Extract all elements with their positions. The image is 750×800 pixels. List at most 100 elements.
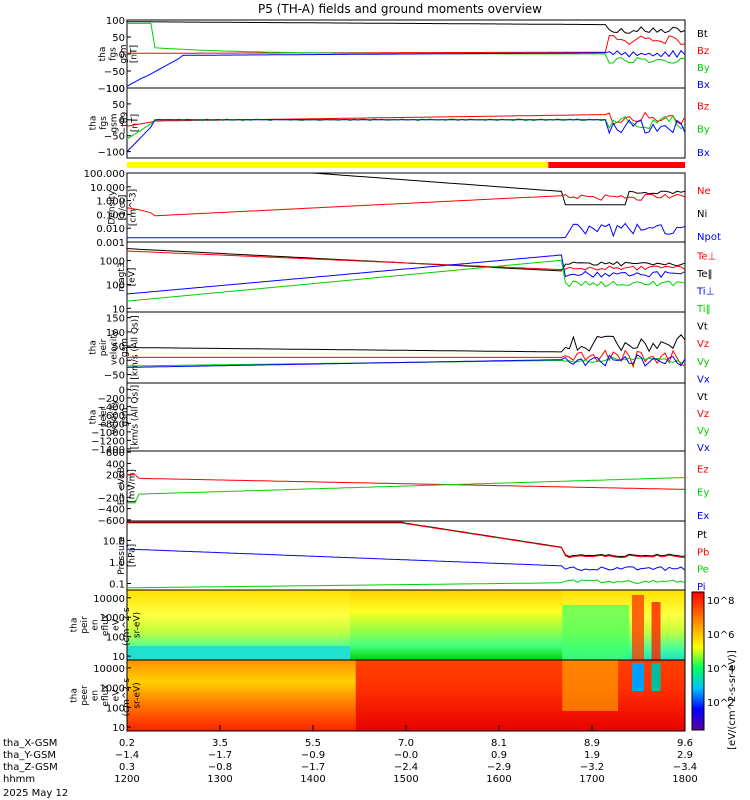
ytick-label: −600: [98, 516, 125, 527]
colorbar-tick: 10^4: [707, 664, 734, 675]
legend-Bx: Bx: [697, 148, 710, 159]
ytick-label: −200: [98, 394, 125, 405]
ylabel-line: eflux: [101, 684, 111, 707]
panel-temperature: 1000 100 10 magt3 [eV] Te⊥ Te‖ Ti⊥ Ti‖: [100, 241, 716, 315]
ytick-label: −400: [98, 402, 125, 413]
series-Ez: [127, 474, 686, 490]
ytick-label: 600: [106, 448, 125, 459]
colorbar-tick: 10^2: [707, 698, 734, 709]
legend-Ti‖: Ti‖: [696, 304, 711, 315]
ylabel-line: [nPa]: [128, 544, 138, 567]
legend-Npot: Npot: [697, 232, 721, 243]
xaxis-row-label: tha_Z-GSM: [3, 762, 58, 773]
heatmap-event-2: [651, 602, 661, 660]
legend-Bt: Bt: [697, 29, 708, 40]
xaxis-value: −1.7: [301, 762, 325, 773]
ylabel-line: Density: [108, 190, 118, 225]
xaxis-value: 3.5: [212, 738, 228, 749]
ylabel-line: eV: [112, 618, 122, 631]
legend-Ti⊥: Ti⊥: [696, 286, 714, 297]
series-Tipar: [126, 259, 686, 302]
xaxis-value: 2.9: [677, 750, 693, 761]
panel-fgs-gsm-t89: 100 50 0 −50 −100 tha fgs gsm −t89 [nT] Bz By Bx: [89, 84, 710, 159]
xaxis-value: 8.9: [584, 738, 600, 749]
xaxis-value: 1300: [207, 774, 232, 785]
xaxis-value: 1500: [393, 774, 418, 785]
ylabel-line: tha: [70, 618, 80, 633]
ylabel-line: eflux: [101, 613, 111, 636]
panel-frame: [126, 382, 686, 452]
ytick-label: 10.0: [103, 536, 125, 547]
ylabel-line: tha: [89, 340, 99, 355]
legend-Bz: Bz: [697, 46, 709, 57]
colorbar-tick: 10^8: [707, 596, 734, 607]
traces: [126, 248, 686, 302]
ytick-label: −100: [98, 148, 125, 159]
legend-Te‖: Te‖: [696, 269, 713, 280]
ylabel-line: fgs: [109, 47, 119, 61]
series-Ey: [127, 477, 686, 504]
ytick-label: 10: [112, 723, 125, 734]
heatmap-band-low: [127, 646, 351, 660]
legend-Pe: Pe: [697, 565, 709, 576]
xaxis-value: −1.4: [115, 750, 139, 761]
ytick-label: 0.1: [109, 580, 125, 591]
series-Vt: [127, 334, 686, 353]
ytick-label: −50: [104, 132, 125, 143]
xaxis-value: −3.2: [580, 762, 604, 773]
traces: [126, 21, 686, 87]
xaxis-value: 1800: [672, 774, 697, 785]
xaxis-value: −3.4: [673, 762, 697, 773]
ylabel-line: en: [91, 619, 101, 630]
xaxis-row-label: tha_Y-GSM: [3, 750, 56, 761]
xaxis-row-label: hhmm: [3, 774, 35, 785]
ytick-label: −600: [98, 411, 125, 422]
ylabel-line: gsm: [120, 338, 130, 357]
ytick-label: 200: [106, 471, 125, 482]
xaxis-value: 0.3: [119, 762, 135, 773]
ytick-label: 10: [112, 304, 125, 315]
ytick-label: 0.100: [96, 210, 125, 221]
legend-Vy: Vy: [697, 426, 710, 437]
ylabel-line: peir: [99, 338, 109, 356]
ylabel-line: en: [91, 690, 101, 701]
xaxis-value: 7.0: [398, 738, 414, 749]
xaxis-value: 1.9: [584, 750, 600, 761]
series-Pi: [126, 548, 686, 572]
panel-peer-eflux: 10000 1000 100 10 tha peer en eflux eV (cm^2-s-sr…: [70, 659, 686, 734]
traces: [126, 172, 686, 239]
ytick-label: −100: [98, 84, 125, 95]
xaxis-value: 0.2: [119, 738, 135, 749]
ytick-label: 100.000: [84, 169, 125, 180]
ylabel-line: gsm: [120, 407, 130, 426]
heatmap-band-mid: [350, 590, 563, 660]
ytick-label: −1400: [91, 445, 125, 456]
series-By: [127, 22, 686, 64]
ylabel-line: tha: [89, 116, 99, 131]
traces: [127, 474, 686, 504]
ylabel-line: [nT]: [130, 45, 140, 63]
xaxis-value: 0.9: [491, 750, 507, 761]
status-bar-segment: [548, 162, 685, 168]
ytick-label: 0: [119, 356, 125, 367]
legend-Pt: Pt: [697, 530, 707, 541]
ylabel-line: E=−VxB: [117, 467, 127, 505]
series-Bx: [126, 49, 686, 87]
colorbar-label: [eV/(cm^2-s-sr-eV)]: [727, 650, 738, 750]
legend-Vt: Vt: [697, 321, 708, 332]
xaxis-value: 1700: [579, 774, 604, 785]
ytick-label: 0: [119, 50, 125, 61]
xaxis-row-label: tha_X-GSM: [3, 738, 57, 749]
xaxis-value: −0.9: [301, 750, 325, 761]
panel-fgs-gsm: 100 50 0 −50 −100 tha fgs gsm [nT] Bt Bz By Bx: [98, 16, 710, 95]
ytick-label: 100: [106, 84, 125, 95]
ylabel-line: [cm^-3]: [129, 189, 139, 226]
ylabel-line: magt3: [117, 262, 127, 291]
chart-title: P5 (TH-A) fields and ground moments over…: [258, 2, 542, 16]
ytick-label: −1200: [91, 436, 125, 447]
heatmap-band-late: [562, 605, 630, 660]
legend-Vz: Vz: [697, 339, 709, 350]
xaxis-value: −1.7: [208, 750, 232, 761]
